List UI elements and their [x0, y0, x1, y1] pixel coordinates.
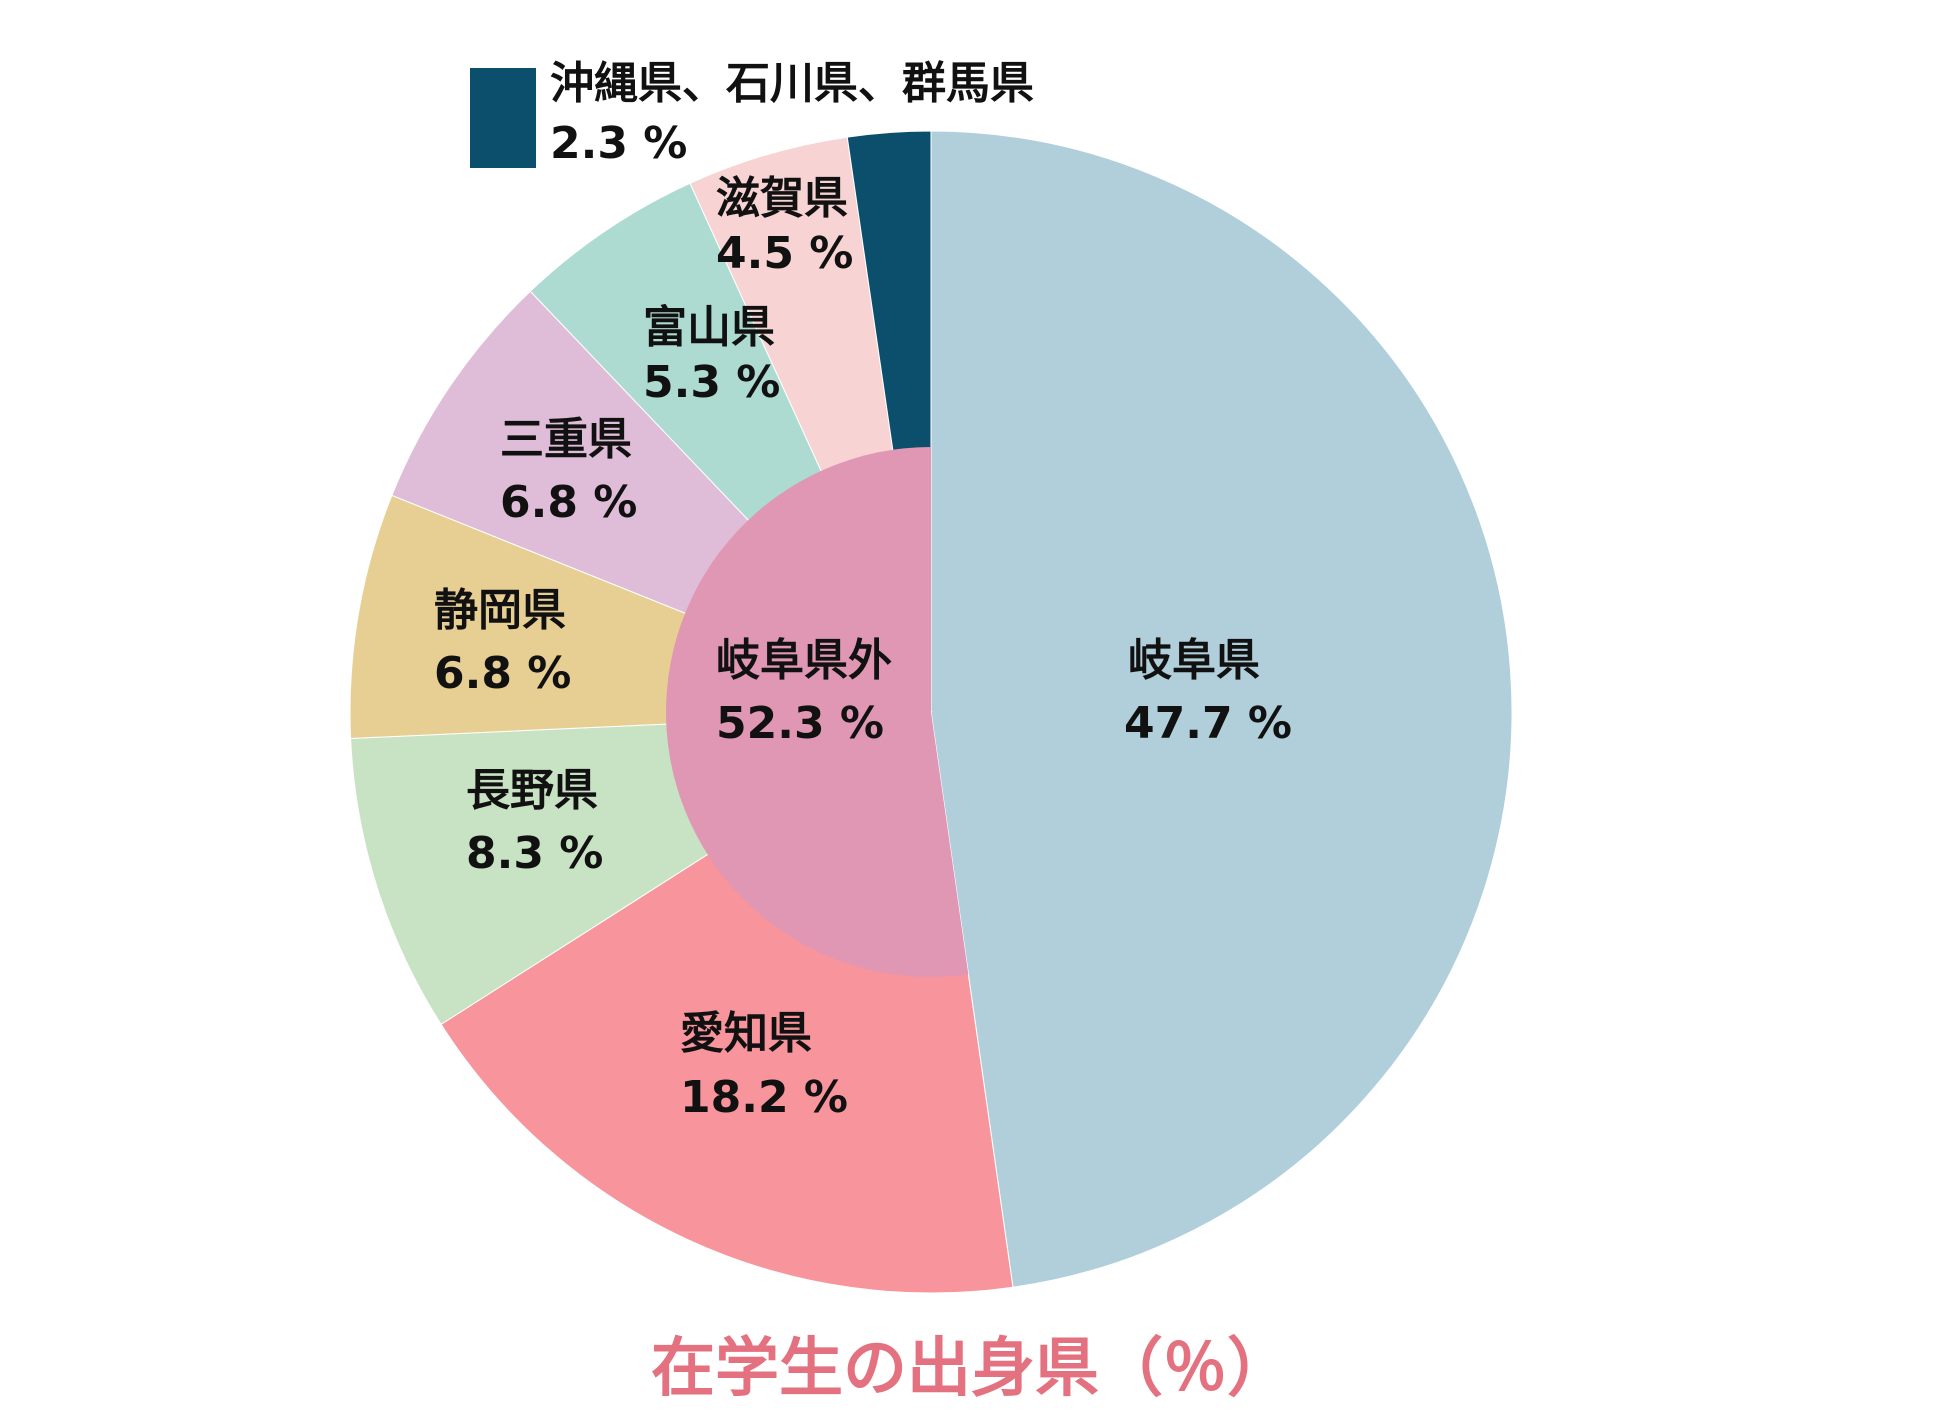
label-toyama-name: 富山県	[643, 302, 775, 353]
label-mie-name: 三重県	[500, 414, 632, 465]
label-other-name: 沖縄県、石川県、群馬県	[550, 58, 1034, 109]
label-outside-gifu-name: 岐阜県外	[716, 635, 892, 686]
label-aichi-name: 愛知県	[680, 1008, 812, 1059]
label-shizuoka-value: 6.8 %	[434, 648, 571, 699]
label-nagano-value: 8.3 %	[466, 828, 603, 879]
label-other-value: 2.3 %	[550, 118, 687, 169]
label-shiga-value: 4.5 %	[716, 228, 853, 279]
label-mie-value: 6.8 %	[500, 477, 637, 528]
label-nagano-name: 長野県	[466, 765, 598, 816]
inner-slice-outside-gifu	[666, 447, 969, 977]
label-gifu-name: 岐阜県	[1128, 635, 1260, 686]
label-aichi-value: 18.2 %	[680, 1072, 848, 1123]
slice-labels: 岐阜県 47.7 % 愛知県 18.2 % 長野県 8.3 % 静岡県 6.8 …	[434, 58, 1292, 1123]
label-outside-gifu-value: 52.3 %	[716, 698, 884, 749]
label-shizuoka-name: 静岡県	[434, 585, 566, 636]
label-shiga-name: 滋賀県	[716, 173, 848, 224]
chart-title: 在学生の出身県（％）	[651, 1332, 1291, 1406]
legend-swatch-okinawa-ishikawa-gunma	[470, 68, 536, 168]
label-toyama-value: 5.3 %	[643, 357, 780, 408]
label-gifu-value: 47.7 %	[1124, 698, 1292, 749]
pie-slice-0	[930, 130, 1513, 1288]
